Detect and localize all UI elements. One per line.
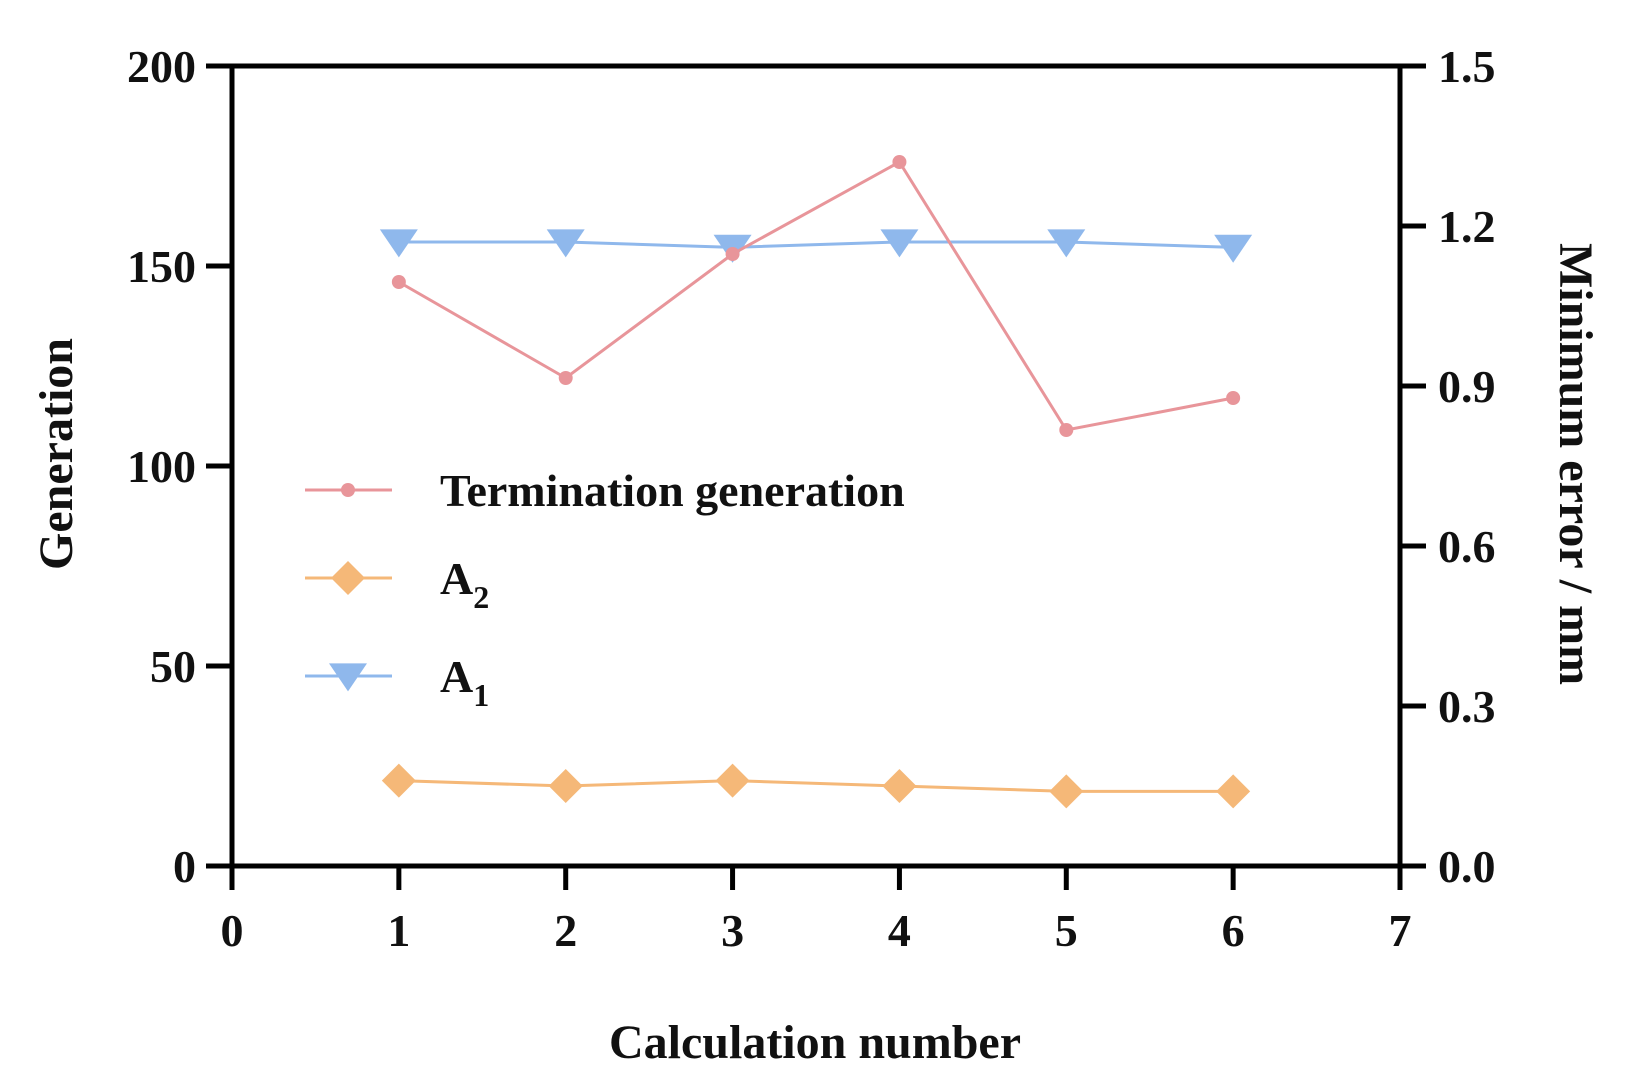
series-2-point-4 (880, 229, 919, 258)
x-tick-label: 3 (721, 905, 744, 956)
legend-marker-1 (331, 561, 365, 595)
legend-marker-2 (329, 663, 367, 692)
y-right-tick-label: 1.2 (1438, 201, 1496, 252)
x-tick-label: 0 (221, 905, 244, 956)
x-tick-label: 1 (387, 905, 410, 956)
y-left-tick-label: 150 (127, 241, 196, 292)
series-1-point-4 (882, 769, 917, 803)
y-left-tick-label: 0 (173, 841, 196, 892)
y-right-tick-label: 0.0 (1438, 841, 1496, 892)
y-axis-right-title: Minimum error / mm (1549, 243, 1602, 685)
series-layer (379, 155, 1253, 809)
series-line-2 (398, 240, 1234, 249)
y-right-tick-label: 0.3 (1438, 681, 1496, 732)
y-left-tick-label: 50 (150, 641, 196, 692)
legend-label-subscript: 1 (473, 677, 489, 713)
ticks: 0 1 2 3 4 5 6 7 0 50 100 150 200 0.0 0.3 0.6 0.9 1.2 1.5 (127, 41, 1496, 956)
x-tick-label: 6 (1222, 905, 1245, 956)
series-line-1 (398, 779, 1234, 793)
legend-marker-0 (341, 483, 355, 497)
series-0-point-3 (725, 247, 740, 261)
series-0-point-4 (892, 155, 907, 169)
series-1-point-6 (1216, 774, 1251, 809)
legend-label-2: A1 (440, 651, 489, 713)
y-axis-left-title: Generation (30, 338, 83, 570)
series-1-point-3 (715, 763, 750, 798)
y-left-tick-label: 200 (127, 41, 196, 92)
series-2-point-6 (1214, 234, 1253, 263)
series-2-point-5 (1047, 229, 1086, 258)
y-right-tick-label: 0.9 (1438, 361, 1496, 412)
x-tick-label: 7 (1389, 905, 1412, 956)
legend-label-subscript: 2 (473, 579, 489, 615)
series-0-point-6 (1226, 391, 1241, 405)
x-tick-label: 2 (554, 905, 577, 956)
series-2-point-2 (546, 229, 585, 258)
legend-label-1: A2 (440, 553, 489, 615)
legend-label-text: Termination generation (440, 465, 905, 516)
series-0-point-1 (391, 275, 406, 289)
y-right-tick-label: 1.5 (1438, 41, 1496, 92)
x-tick-label: 4 (888, 905, 911, 956)
series-1-point-1 (381, 763, 416, 798)
series-0-point-2 (558, 371, 573, 385)
legend-label-text: A (440, 651, 473, 702)
y-left-tick-label: 100 (127, 441, 196, 492)
x-axis-title: Calculation number (609, 1016, 1021, 1069)
series-2-point-1 (379, 229, 418, 258)
y-right-tick-label: 0.6 (1438, 521, 1496, 572)
series-0-point-5 (1059, 423, 1074, 437)
series-1-point-5 (1049, 774, 1084, 809)
x-tick-label: 5 (1055, 905, 1078, 956)
series-line-0 (398, 159, 1234, 432)
legend-label-0: Termination generation (440, 465, 905, 516)
legend-label-text: A (440, 553, 473, 604)
series-1-point-2 (548, 769, 583, 803)
